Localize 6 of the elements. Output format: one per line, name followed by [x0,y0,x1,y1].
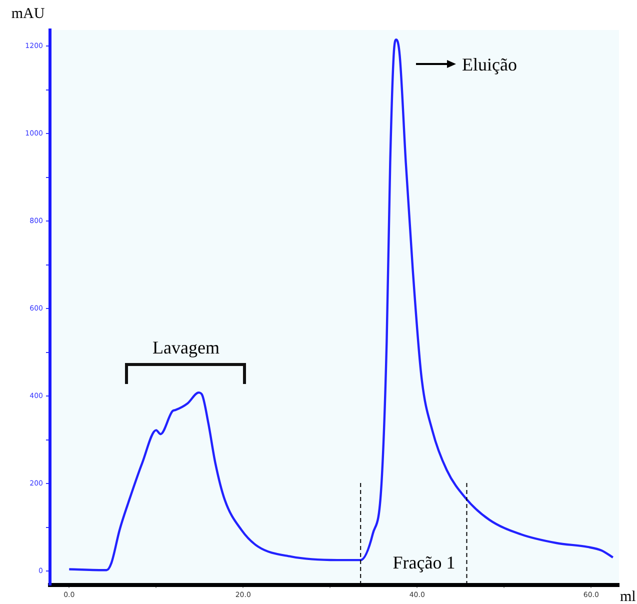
line-series [68,38,614,572]
y-axis-title: mAU [11,6,45,22]
annotation: Lavagem [152,338,220,358]
x-axis-title: ml [620,589,636,604]
annotation: Fração 1 [392,552,456,573]
annotation: Eluição [462,54,517,75]
